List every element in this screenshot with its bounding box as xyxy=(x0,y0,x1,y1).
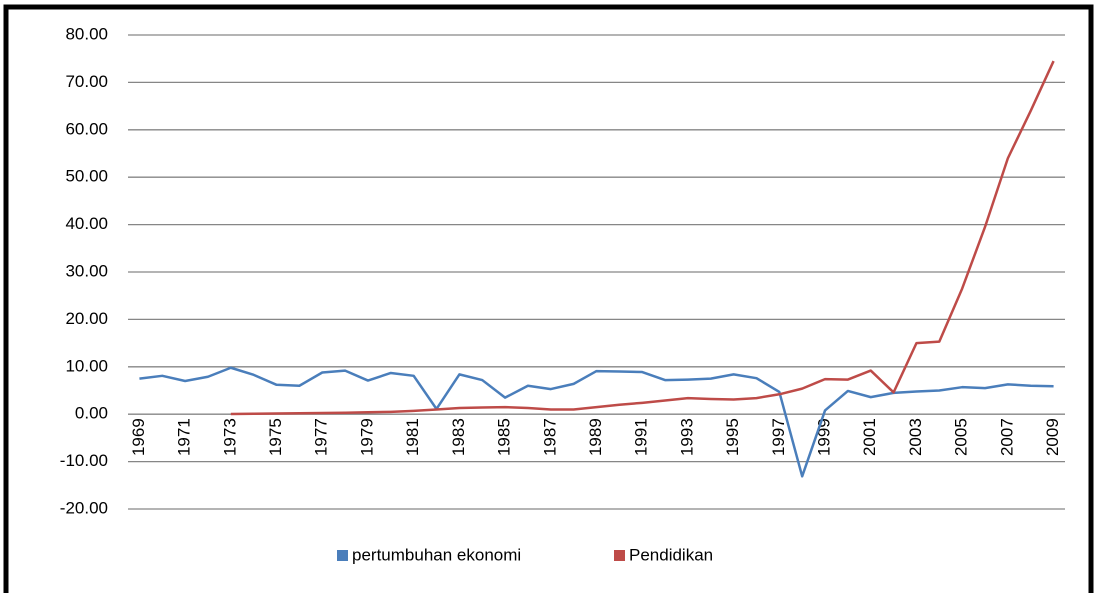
x-tick-label: 1969 xyxy=(129,418,148,456)
y-tick-label: -10.00 xyxy=(60,451,108,470)
x-tick-label: 2003 xyxy=(906,418,925,456)
y-tick-label: 40.00 xyxy=(65,214,108,233)
y-tick-label: 80.00 xyxy=(65,24,108,43)
x-tick-label: 1971 xyxy=(175,418,194,456)
x-tick-label: 2009 xyxy=(1043,418,1062,456)
y-tick-label: 70.00 xyxy=(65,72,108,91)
x-tick-label: 1997 xyxy=(769,418,788,456)
x-tick-label: 1977 xyxy=(312,418,331,456)
x-tick-label: 1973 xyxy=(220,418,239,456)
x-tick-label: 2007 xyxy=(997,418,1016,456)
legend-swatch xyxy=(337,550,348,561)
x-tick-label: 1975 xyxy=(266,418,285,456)
x-tick-label: 2005 xyxy=(952,418,971,456)
y-tick-label: 30.00 xyxy=(65,261,108,280)
legend-swatch xyxy=(614,550,625,561)
y-tick-label: 50.00 xyxy=(65,167,108,186)
y-tick-label: -20.00 xyxy=(60,498,108,517)
legend-label: pertumbuhan ekonomi xyxy=(352,545,521,564)
x-tick-label: 1981 xyxy=(403,418,422,456)
x-tick-label: 1993 xyxy=(677,418,696,456)
frame xyxy=(3,4,1094,593)
x-tick-label: 1989 xyxy=(586,418,605,456)
x-tick-label: 1979 xyxy=(357,418,376,456)
x-tick-label: 2001 xyxy=(860,418,879,456)
y-tick-label: 0.00 xyxy=(75,404,108,423)
legend-label: Pendidikan xyxy=(629,545,713,564)
x-tick-label: 1999 xyxy=(815,418,834,456)
x-tick-label: 1995 xyxy=(723,418,742,456)
y-tick-label: 60.00 xyxy=(65,119,108,138)
x-tick-label: 1991 xyxy=(632,418,651,456)
series-line xyxy=(230,60,1055,416)
series-line xyxy=(139,366,1054,478)
x-tick-label: 1987 xyxy=(540,418,559,456)
x-tick-label: 1985 xyxy=(495,418,514,456)
y-tick-label: 20.00 xyxy=(65,309,108,328)
x-tick-label: 1983 xyxy=(449,418,468,456)
y-tick-label: 10.00 xyxy=(65,356,108,375)
